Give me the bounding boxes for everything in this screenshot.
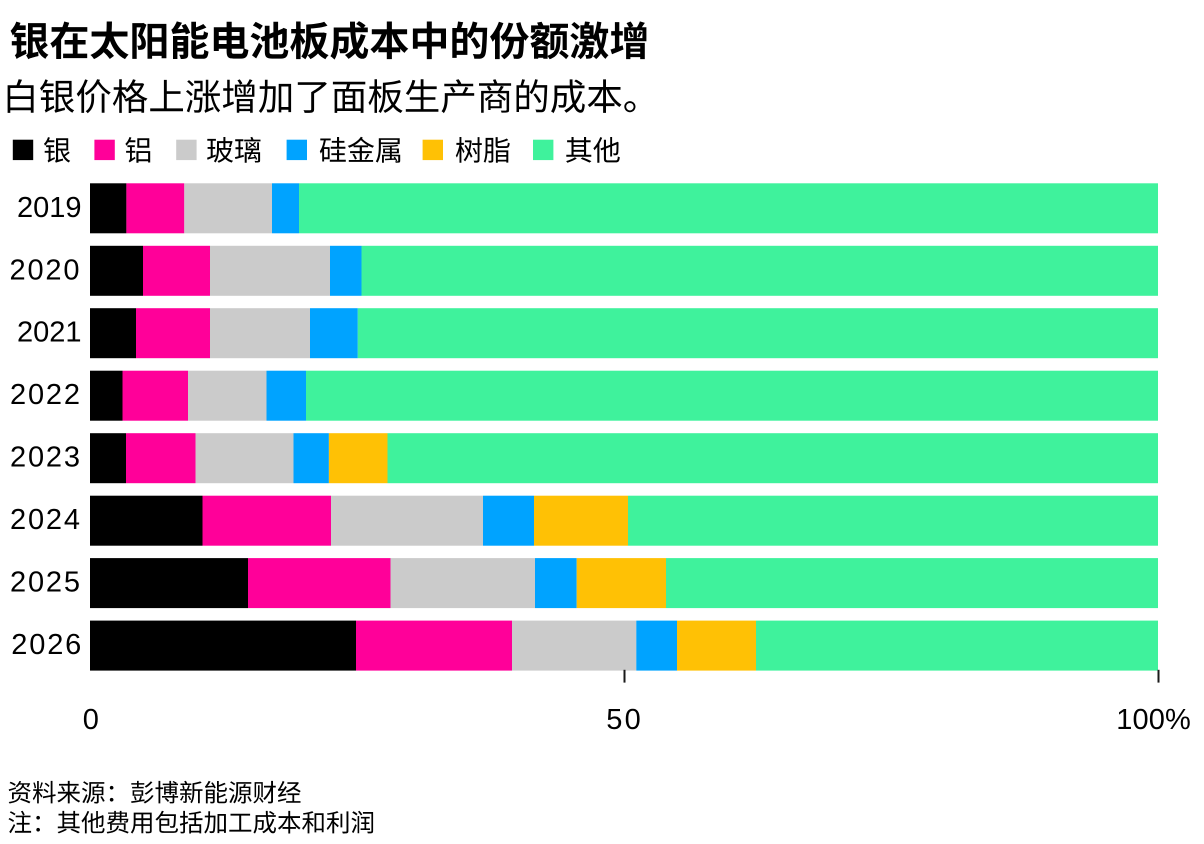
svg-text:2022: 2022: [10, 379, 80, 411]
svg-text:0: 0: [83, 704, 99, 736]
svg-text:2026: 2026: [11, 629, 81, 661]
svg-text:2024: 2024: [10, 504, 80, 536]
svg-text:2019: 2019: [17, 192, 82, 224]
svg-text:2020: 2020: [10, 254, 80, 286]
svg-text:2021: 2021: [17, 317, 82, 349]
svg-text:100%: 100%: [1116, 704, 1191, 736]
svg-text:2025: 2025: [10, 567, 80, 599]
svg-text:2023: 2023: [10, 442, 80, 474]
